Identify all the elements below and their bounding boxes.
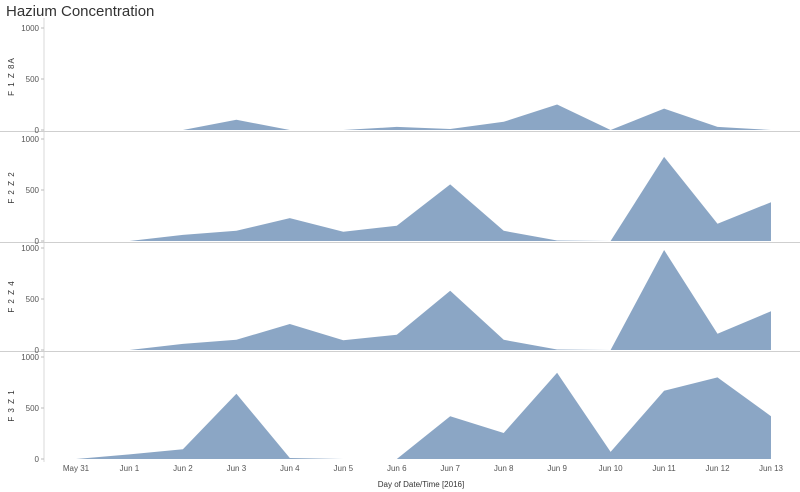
- y-tick-label: 1000: [21, 353, 39, 362]
- x-tick-label: Jun 8: [494, 464, 514, 473]
- x-tick-label: Jun 7: [440, 464, 460, 473]
- x-tick-label: Jun 10: [599, 464, 624, 473]
- y-tick-label: 0: [35, 455, 40, 464]
- y-tick-label: 500: [26, 75, 40, 84]
- area-F_3_Z_1: [76, 372, 771, 459]
- y-tick-label: 500: [26, 404, 40, 413]
- row-label-F_3_Z_1: F 3 Z 1: [7, 389, 16, 421]
- y-tick-label: 0: [35, 346, 40, 355]
- x-tick-label: Jun 12: [706, 464, 731, 473]
- y-tick-label: 500: [26, 295, 40, 304]
- y-tick-label: 1000: [21, 135, 39, 144]
- y-tick-label: 0: [35, 237, 40, 246]
- x-axis-title: Day of Date/Time [2016]: [378, 480, 464, 489]
- x-tick-label: Jun 4: [280, 464, 300, 473]
- area-F_1_Z_8A: [182, 104, 771, 130]
- y-tick-label: 1000: [21, 24, 39, 33]
- y-tick-label: 1000: [21, 244, 39, 253]
- x-tick-label: Jun 9: [547, 464, 567, 473]
- x-tick-label: May 31: [63, 464, 90, 473]
- y-tick-label: 0: [35, 126, 40, 135]
- area-F_2_Z_2: [129, 156, 771, 241]
- row-label-F_2_Z_2: F 2 Z 2: [7, 171, 16, 203]
- row-label-F_2_Z_4: F 2 Z 4: [7, 280, 16, 312]
- y-tick-label: 500: [26, 186, 40, 195]
- x-tick-label: Jun 11: [652, 464, 676, 473]
- row-label-F_1_Z_8A: F 1 Z 8A: [7, 57, 16, 96]
- x-tick-label: Jun 13: [759, 464, 784, 473]
- x-tick-label: Jun 6: [387, 464, 407, 473]
- chart-title: Hazium Concentration: [6, 3, 155, 20]
- x-tick-label: Jun 5: [334, 464, 354, 473]
- area-F_2_Z_4: [129, 250, 771, 350]
- x-tick-label: Jun 1: [120, 464, 140, 473]
- x-tick-label: Jun 2: [173, 464, 193, 473]
- x-tick-label: Jun 3: [227, 464, 247, 473]
